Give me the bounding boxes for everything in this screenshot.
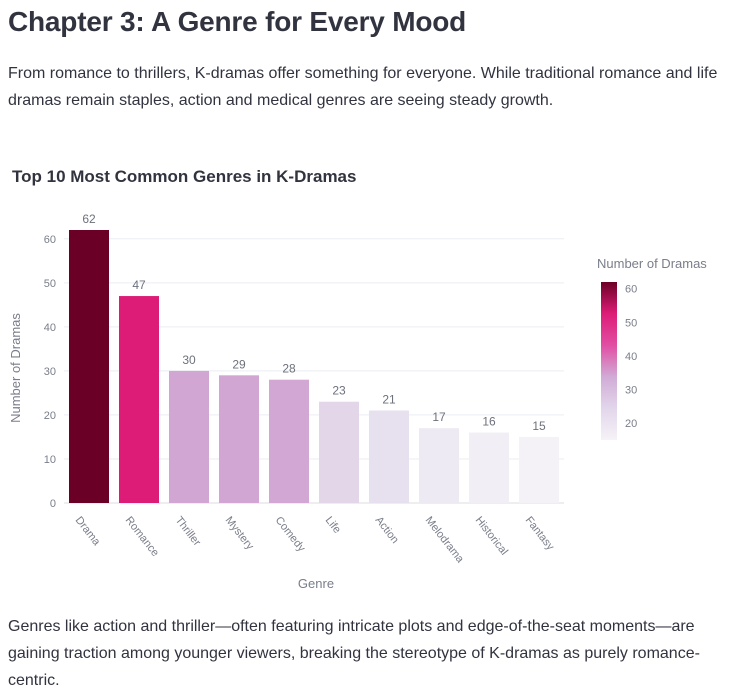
colorbar-tick-label: 60 bbox=[625, 284, 637, 296]
bar-label-drama: 62 bbox=[82, 212, 96, 226]
outro-paragraph: Genres like action and thriller—often fe… bbox=[8, 618, 700, 689]
page-title: Chapter 3: A Genre for Every Mood bbox=[8, 6, 467, 37]
bar-comedy bbox=[269, 379, 309, 503]
colorbar-title: Number of Dramas bbox=[597, 256, 707, 271]
x-tick-label: Historical bbox=[473, 514, 510, 557]
colorbar: Number of Dramas 20 30 40 50 60 bbox=[597, 256, 707, 440]
y-tick-label: 0 bbox=[50, 498, 56, 510]
intro-paragraph: From romance to thrillers, K-dramas offe… bbox=[8, 65, 718, 109]
x-axis-label: Genre bbox=[298, 576, 334, 591]
x-tick-label: Mystery bbox=[223, 514, 256, 552]
y-tick-label: 30 bbox=[44, 366, 56, 378]
colorbar-scale bbox=[601, 282, 617, 440]
bar-label-comedy: 28 bbox=[282, 362, 296, 376]
bar-action bbox=[369, 410, 409, 503]
x-tick-label: Fantasy bbox=[523, 514, 557, 553]
x-tick-label: Thriller bbox=[173, 514, 203, 548]
x-tick-label: Romance bbox=[123, 514, 161, 558]
chart-title: Top 10 Most Common Genres in K-Dramas bbox=[12, 167, 356, 186]
y-tick-label: 50 bbox=[44, 278, 56, 290]
colorbar-tick-label: 40 bbox=[625, 351, 637, 363]
x-tick-label: Drama bbox=[73, 514, 103, 548]
x-tick-label: Life bbox=[323, 514, 343, 535]
x-tick-labels: Drama Romance Thriller Mystery Comedy Life Act… bbox=[73, 514, 557, 565]
bar-label-romance: 47 bbox=[132, 278, 146, 292]
chart-svg: Top 10 Most Common Genres in K-Dramas 0 1… bbox=[8, 167, 707, 591]
bar-fantasy bbox=[519, 436, 559, 503]
colorbar-tick-label: 30 bbox=[625, 385, 637, 397]
bar-label-fantasy: 15 bbox=[532, 419, 546, 433]
bar-label-mystery: 29 bbox=[232, 357, 246, 371]
bar-label-thriller: 30 bbox=[182, 353, 196, 367]
y-tick-label: 10 bbox=[44, 454, 56, 466]
bar-label-life: 23 bbox=[332, 384, 346, 398]
y-tick-label: 20 bbox=[44, 410, 56, 422]
y-axis-label: Number of Dramas bbox=[8, 313, 23, 423]
bar-mystery bbox=[219, 375, 259, 503]
colorbar-tick-labels: 20 30 40 50 60 bbox=[625, 284, 637, 430]
colorbar-tick-label: 50 bbox=[625, 317, 637, 329]
y-tick-labels: 0 10 20 30 40 50 60 bbox=[44, 234, 56, 510]
bars bbox=[69, 230, 559, 503]
bar-label-melodrama: 17 bbox=[432, 410, 446, 424]
y-tick-label: 60 bbox=[44, 234, 56, 246]
bar-life bbox=[319, 401, 359, 503]
bar-drama bbox=[69, 230, 109, 503]
bar-melodrama bbox=[419, 428, 459, 503]
bar-thriller bbox=[169, 370, 209, 503]
bar-label-historical: 16 bbox=[482, 415, 496, 429]
colorbar-tick-label: 20 bbox=[625, 418, 637, 430]
y-tick-label: 40 bbox=[44, 322, 56, 334]
x-tick-label: Melodrama bbox=[423, 514, 467, 565]
bar-label-action: 21 bbox=[382, 393, 396, 407]
bar-romance bbox=[119, 296, 159, 503]
x-tick-label: Comedy bbox=[273, 514, 308, 554]
bar-historical bbox=[469, 432, 509, 503]
genre-bar-chart: Top 10 Most Common Genres in K-Dramas 0 1… bbox=[0, 150, 742, 600]
bar-value-labels: 62 47 30 29 28 23 21 17 16 15 bbox=[82, 212, 546, 433]
x-tick-label: Action bbox=[373, 514, 401, 545]
